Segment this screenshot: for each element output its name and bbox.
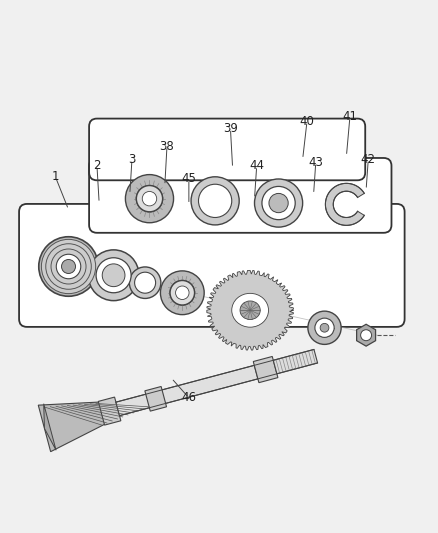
Ellipse shape (175, 286, 189, 300)
Polygon shape (145, 386, 166, 411)
FancyBboxPatch shape (89, 118, 364, 180)
Ellipse shape (198, 184, 231, 217)
Ellipse shape (46, 244, 91, 289)
Text: 46: 46 (181, 391, 196, 405)
Text: 1: 1 (52, 170, 59, 183)
Ellipse shape (88, 250, 139, 301)
FancyBboxPatch shape (89, 158, 391, 233)
Polygon shape (325, 183, 364, 225)
Ellipse shape (170, 280, 194, 305)
Ellipse shape (254, 179, 302, 227)
Text: 38: 38 (159, 140, 174, 152)
Ellipse shape (319, 324, 328, 332)
Ellipse shape (96, 258, 131, 293)
Polygon shape (116, 365, 257, 416)
Ellipse shape (160, 271, 204, 314)
Ellipse shape (51, 249, 86, 284)
Text: 3: 3 (128, 153, 135, 166)
Ellipse shape (56, 254, 81, 279)
FancyBboxPatch shape (19, 204, 404, 327)
Text: 2: 2 (93, 159, 100, 172)
Text: 45: 45 (181, 173, 196, 185)
Ellipse shape (240, 301, 260, 320)
Ellipse shape (102, 264, 125, 287)
Ellipse shape (307, 311, 340, 344)
Ellipse shape (261, 187, 294, 220)
Text: 39: 39 (223, 122, 237, 135)
Polygon shape (206, 270, 293, 350)
Ellipse shape (136, 185, 162, 212)
Polygon shape (44, 403, 56, 450)
Ellipse shape (170, 280, 194, 305)
Ellipse shape (39, 237, 98, 296)
Text: 44: 44 (249, 159, 264, 172)
Ellipse shape (61, 260, 75, 273)
Ellipse shape (191, 177, 239, 225)
Text: 43: 43 (307, 156, 322, 169)
Ellipse shape (134, 272, 155, 293)
Ellipse shape (360, 330, 371, 341)
Ellipse shape (142, 191, 156, 206)
Text: 41: 41 (342, 110, 357, 123)
Ellipse shape (231, 293, 268, 327)
Ellipse shape (136, 185, 162, 212)
Polygon shape (253, 357, 277, 383)
Polygon shape (38, 402, 107, 451)
Text: 42: 42 (360, 153, 375, 166)
Ellipse shape (129, 267, 160, 298)
Polygon shape (356, 324, 375, 346)
Ellipse shape (314, 318, 333, 337)
Polygon shape (98, 397, 120, 425)
Text: 40: 40 (299, 115, 314, 128)
Polygon shape (272, 350, 317, 374)
Ellipse shape (268, 193, 288, 213)
Ellipse shape (125, 175, 173, 223)
Ellipse shape (41, 239, 95, 294)
